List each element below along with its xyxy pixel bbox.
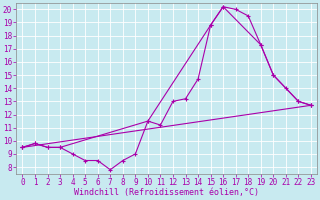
- X-axis label: Windchill (Refroidissement éolien,°C): Windchill (Refroidissement éolien,°C): [74, 188, 259, 197]
